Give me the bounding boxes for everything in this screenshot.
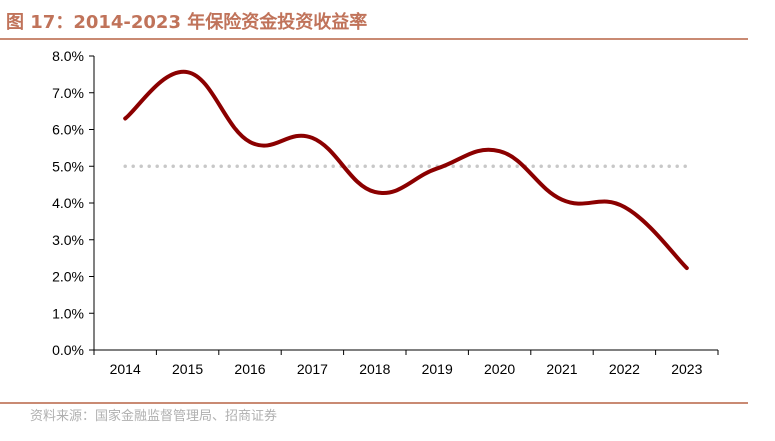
x-tick-label: 2018 bbox=[359, 361, 390, 377]
y-tick-label: 4.0% bbox=[52, 195, 84, 211]
y-tick-label: 6.0% bbox=[52, 122, 84, 138]
y-tick-label: 5.0% bbox=[52, 158, 84, 174]
x-tick-label: 2017 bbox=[297, 361, 328, 377]
chart-title: 图 17：2014-2023 年保险资金投资收益率 bbox=[6, 12, 368, 33]
x-tick-label: 2016 bbox=[234, 361, 265, 377]
y-tick-label: 1.0% bbox=[52, 305, 84, 321]
x-tick-label: 2014 bbox=[110, 361, 141, 377]
source-note: 资料来源：国家金融监督管理局、招商证券 bbox=[30, 409, 278, 424]
investment-yield-line bbox=[123, 70, 689, 271]
x-tick-label: 2019 bbox=[422, 361, 453, 377]
y-tick-label: 2.0% bbox=[52, 269, 84, 285]
x-tick-label: 2015 bbox=[172, 361, 203, 377]
x-tick-label: 2020 bbox=[484, 361, 515, 377]
y-tick-label: 8.0% bbox=[52, 48, 84, 64]
title-divider bbox=[0, 38, 748, 40]
x-tick-label: 2022 bbox=[609, 361, 640, 377]
footer-divider bbox=[0, 402, 748, 404]
y-tick-label: 7.0% bbox=[52, 85, 84, 101]
x-tick-label: 2023 bbox=[671, 361, 702, 377]
y-tick-label: 3.0% bbox=[52, 232, 84, 248]
y-tick-label: 0.0% bbox=[52, 342, 84, 358]
x-tick-label: 2021 bbox=[546, 361, 577, 377]
